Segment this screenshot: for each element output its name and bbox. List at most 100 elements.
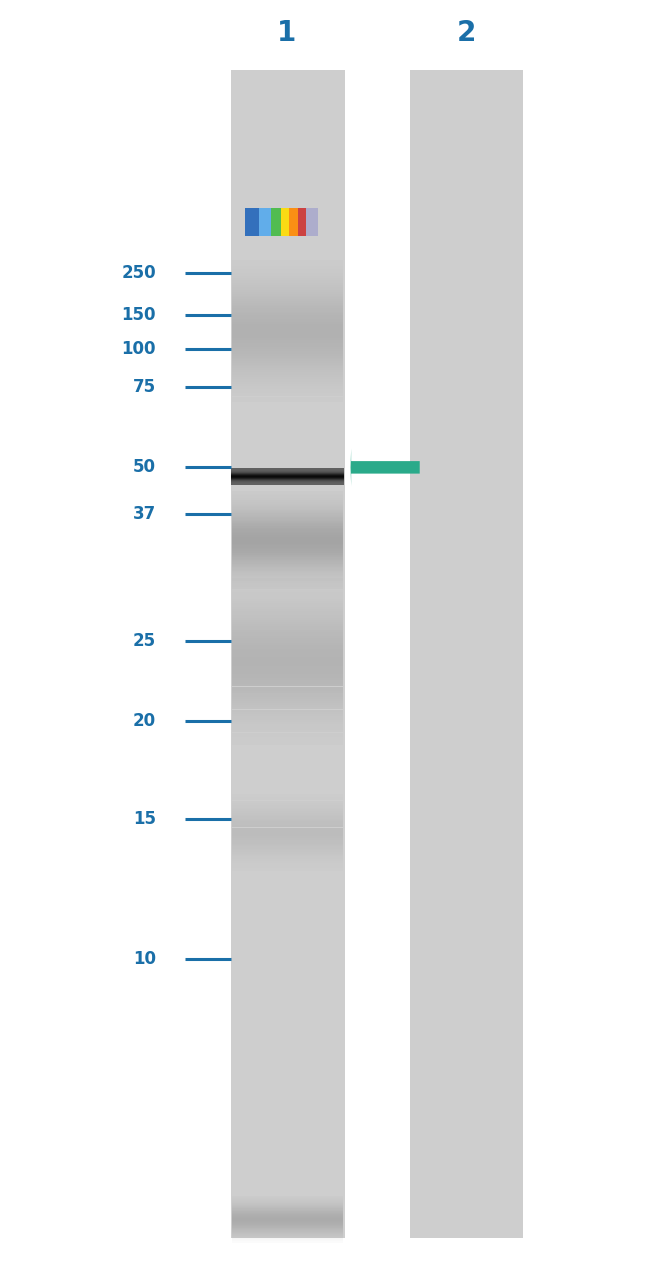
Bar bbox=[232, 734, 343, 737]
Bar bbox=[232, 381, 343, 382]
Bar bbox=[232, 283, 343, 284]
Bar bbox=[232, 345, 343, 347]
Bar bbox=[232, 333, 343, 334]
Bar bbox=[231, 70, 344, 1238]
Bar bbox=[232, 634, 343, 636]
Bar bbox=[232, 293, 343, 296]
Bar bbox=[232, 302, 343, 305]
Bar bbox=[232, 605, 343, 607]
Bar bbox=[232, 277, 343, 278]
Bar bbox=[232, 300, 343, 301]
Bar bbox=[232, 338, 343, 340]
Bar bbox=[232, 260, 343, 262]
Bar bbox=[232, 376, 343, 377]
Bar bbox=[232, 262, 343, 264]
Bar bbox=[232, 343, 343, 345]
Bar bbox=[232, 714, 343, 716]
Bar bbox=[232, 354, 343, 356]
Bar bbox=[232, 711, 343, 714]
Bar bbox=[232, 640, 343, 643]
Bar bbox=[232, 704, 343, 705]
Bar bbox=[232, 395, 343, 396]
Bar bbox=[232, 611, 343, 613]
Bar bbox=[232, 386, 343, 387]
Bar bbox=[232, 643, 343, 645]
Bar bbox=[232, 396, 343, 399]
Bar bbox=[232, 373, 343, 375]
Bar bbox=[281, 208, 289, 236]
Bar bbox=[232, 391, 343, 392]
Bar bbox=[232, 733, 343, 734]
Bar bbox=[259, 208, 271, 236]
Bar bbox=[232, 279, 343, 282]
Text: 15: 15 bbox=[133, 810, 156, 828]
Bar bbox=[232, 663, 343, 665]
Bar bbox=[232, 620, 343, 622]
Bar bbox=[232, 287, 343, 288]
Bar bbox=[232, 739, 343, 740]
Bar bbox=[232, 685, 343, 687]
Text: 2: 2 bbox=[457, 19, 476, 47]
Bar bbox=[232, 740, 343, 743]
Bar bbox=[232, 688, 343, 691]
Bar bbox=[232, 616, 343, 617]
Bar bbox=[232, 315, 343, 318]
Bar bbox=[232, 723, 343, 724]
Bar bbox=[232, 630, 343, 632]
Bar bbox=[232, 716, 343, 718]
Bar bbox=[232, 296, 343, 297]
Bar bbox=[232, 390, 343, 391]
Bar bbox=[232, 331, 343, 333]
Bar bbox=[232, 319, 343, 320]
Bar bbox=[232, 269, 343, 271]
Bar bbox=[232, 328, 343, 329]
Bar bbox=[232, 306, 343, 309]
Bar bbox=[232, 318, 343, 319]
Bar bbox=[232, 624, 343, 626]
Bar bbox=[232, 297, 343, 300]
Bar bbox=[232, 617, 343, 620]
Bar bbox=[232, 665, 343, 668]
Bar bbox=[232, 359, 343, 361]
Text: 1: 1 bbox=[276, 19, 296, 47]
Text: 25: 25 bbox=[133, 632, 156, 650]
Bar bbox=[232, 622, 343, 624]
Bar bbox=[232, 591, 343, 592]
Bar bbox=[232, 584, 343, 587]
Bar bbox=[232, 678, 343, 681]
Bar bbox=[232, 368, 343, 370]
Bar bbox=[232, 326, 343, 328]
Bar bbox=[232, 730, 343, 733]
Bar bbox=[232, 693, 343, 695]
Bar bbox=[232, 597, 343, 598]
Bar bbox=[232, 669, 343, 672]
Bar bbox=[232, 580, 343, 582]
Bar bbox=[232, 668, 343, 669]
Bar bbox=[410, 70, 523, 1238]
Bar bbox=[232, 639, 343, 640]
Bar bbox=[232, 598, 343, 601]
Bar bbox=[232, 705, 343, 707]
Bar bbox=[232, 718, 343, 720]
Bar bbox=[271, 208, 281, 236]
Bar bbox=[232, 662, 343, 663]
Bar bbox=[232, 636, 343, 639]
Text: 10: 10 bbox=[133, 950, 156, 968]
Bar bbox=[232, 340, 343, 342]
Bar bbox=[232, 351, 343, 352]
Bar bbox=[232, 342, 343, 343]
Bar bbox=[232, 726, 343, 728]
Text: 100: 100 bbox=[122, 340, 156, 358]
Bar bbox=[232, 674, 343, 676]
Bar bbox=[232, 697, 343, 698]
Bar bbox=[232, 707, 343, 710]
Bar bbox=[232, 601, 343, 603]
Bar bbox=[232, 324, 343, 326]
Bar bbox=[232, 282, 343, 283]
Bar bbox=[232, 681, 343, 682]
Bar bbox=[232, 658, 343, 659]
Bar bbox=[232, 347, 343, 349]
Bar bbox=[232, 710, 343, 711]
Bar bbox=[232, 356, 343, 358]
Bar bbox=[232, 288, 343, 291]
